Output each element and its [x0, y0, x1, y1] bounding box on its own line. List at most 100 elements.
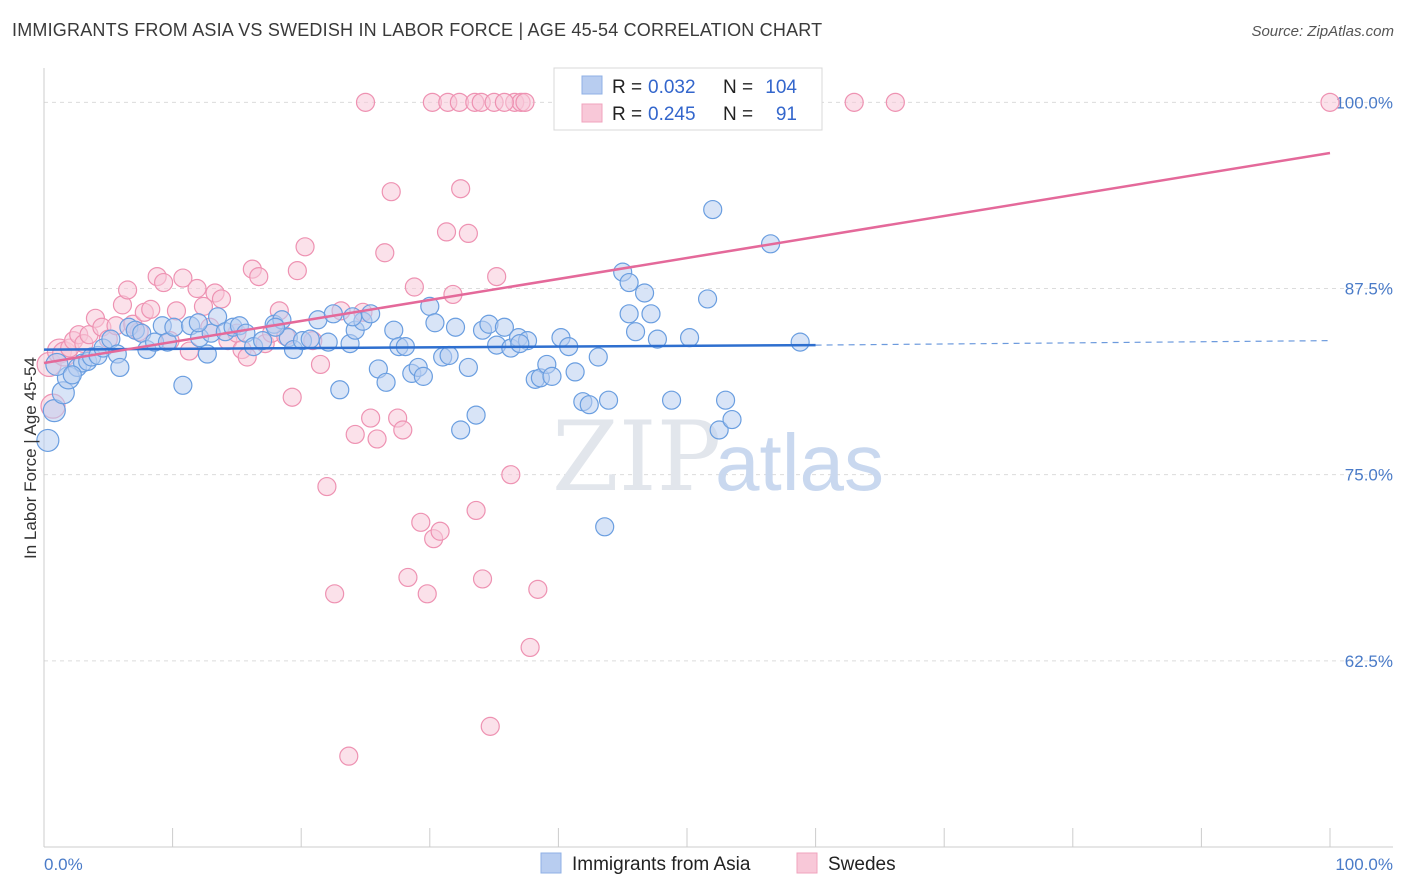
point-asia [619, 304, 639, 324]
point-swedes [361, 408, 381, 428]
point-swedes [494, 92, 514, 112]
top-legend: R = 0.032 N = 104 R = 0.245 N = 91 [553, 67, 823, 131]
y-tick-label: 75.0% [1345, 466, 1393, 485]
point-swedes [844, 92, 864, 112]
point-swedes [393, 420, 413, 440]
legend-n-label-asia: N = [723, 77, 753, 98]
point-swedes [451, 179, 471, 199]
point-asia [598, 390, 619, 410]
point-asia [790, 332, 810, 352]
point-asia [697, 289, 718, 309]
bottom-legend-swatch-asia [540, 852, 562, 874]
point-swedes [398, 567, 418, 588]
trend-line-swedes [43, 151, 1331, 365]
point-swedes [515, 92, 535, 112]
x-tick-label: 100.0% [1335, 855, 1393, 874]
point-swedes [528, 579, 548, 599]
point-asia [542, 366, 562, 386]
point-asia [466, 405, 486, 425]
point-asia [376, 372, 396, 392]
point-swedes [295, 237, 315, 257]
chart-source: Source: ZipAtlas.com [1251, 23, 1394, 40]
legend-n-value-asia: 104 [765, 77, 797, 98]
legend-r-label-swedes: R = [612, 104, 642, 125]
point-swedes [458, 223, 478, 243]
point-asia [318, 332, 338, 352]
point-swedes [430, 521, 450, 541]
point-asia [619, 272, 639, 293]
point-asia [188, 313, 208, 333]
grid-lines [44, 101, 1393, 662]
x-tick-labels: 0.0% 100.0% [44, 855, 1393, 874]
point-swedes [141, 299, 161, 319]
bottom-legend-label-swedes: Swedes [828, 854, 896, 875]
point-asia [62, 365, 82, 385]
point-asia [479, 314, 499, 334]
legend-r-value-swedes: 0.245 [648, 104, 696, 125]
point-swedes [153, 272, 174, 293]
point-swedes [325, 584, 345, 604]
point-swedes [355, 92, 376, 112]
legend-r-label-asia: R = [612, 77, 642, 98]
trend-lines [43, 151, 1331, 365]
point-asia [579, 395, 599, 415]
point-swedes [520, 637, 540, 658]
legend-n-label-swedes: N = [723, 104, 753, 125]
point-swedes [117, 280, 138, 300]
point-swedes [1320, 92, 1340, 112]
point-swedes [287, 261, 307, 281]
point-asia [661, 390, 682, 410]
legend-r-value-asia: 0.032 [648, 77, 696, 98]
point-asia [715, 390, 736, 410]
bottom-legend-label-asia: Immigrants from Asia [572, 854, 751, 875]
point-asia [647, 329, 668, 349]
trend-line-asia [43, 343, 816, 351]
point-asia [510, 334, 530, 354]
point-swedes [187, 278, 207, 299]
point-asia [384, 320, 404, 340]
watermark-atlas: atlas [715, 418, 884, 507]
point-asia [425, 313, 445, 333]
point-swedes [472, 569, 493, 589]
point-asia [565, 362, 585, 382]
y-tick-labels: 100.0% 87.5% 75.0% 62.5% [1335, 93, 1393, 670]
legend-n-value-swedes: 91 [776, 104, 797, 125]
point-swedes [282, 387, 302, 407]
point-asia [709, 420, 729, 440]
point-swedes [249, 266, 269, 287]
point-swedes [501, 465, 521, 485]
point-asia [413, 366, 433, 386]
point-asia [110, 357, 130, 378]
y-axis-label: In Labor Force | Age 45-54 [21, 357, 40, 559]
point-swedes [317, 476, 337, 497]
point-swedes [375, 243, 395, 263]
point-asia [451, 420, 471, 440]
point-swedes [417, 584, 437, 604]
point-swedes [367, 429, 387, 449]
point-swedes [381, 182, 401, 202]
watermark-zip: ZIP [552, 401, 721, 513]
y-tick-label: 62.5% [1345, 652, 1393, 671]
point-asia [679, 328, 700, 348]
legend-swatch-swedes [581, 103, 603, 123]
point-asia [458, 357, 478, 378]
point-asia [164, 317, 184, 337]
x-tick-label: 0.0% [44, 855, 83, 874]
point-swedes [885, 92, 905, 112]
point-asia [173, 375, 193, 395]
point-swedes [480, 716, 500, 736]
point-asia [634, 283, 655, 303]
point-asia [439, 345, 459, 366]
point-swedes [173, 268, 193, 288]
legend-swatch-asia [581, 75, 603, 95]
y-tick-label: 100.0% [1335, 93, 1393, 112]
point-swedes [166, 301, 187, 321]
y-tick-label: 87.5% [1345, 280, 1393, 299]
x-ticks [43, 828, 1331, 847]
point-asia [330, 380, 350, 400]
point-swedes [466, 500, 486, 521]
trend-line-asia-extension [815, 340, 1331, 346]
point-swedes [310, 354, 331, 375]
point-swedes [211, 289, 232, 309]
point-asia [595, 517, 615, 537]
